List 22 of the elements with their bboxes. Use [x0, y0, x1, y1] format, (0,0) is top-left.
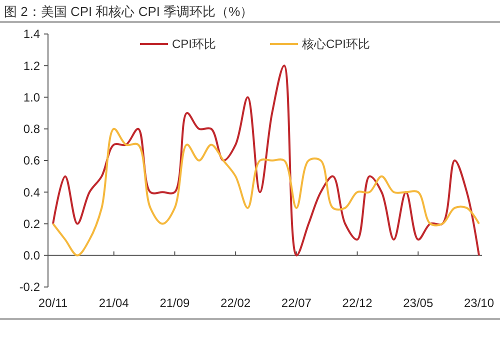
x-tick-label: 23/05	[403, 296, 434, 310]
x-tick-label: 22/12	[342, 296, 373, 310]
y-tick-label: 1.4	[23, 27, 40, 42]
y-tick-label: 0.2	[23, 216, 40, 231]
legend-label: CPI环比	[172, 37, 216, 52]
y-tick-label: 1.2	[23, 58, 40, 73]
y-tick-label: -0.2	[19, 280, 40, 294]
y-tick-label: 0.0	[23, 248, 40, 263]
x-tick-label: 22/02	[220, 296, 251, 310]
x-tick-label: 22/07	[281, 296, 312, 310]
line-series	[52, 128, 480, 256]
legend-label: 核心CPI环比	[301, 37, 370, 52]
x-tick-label: 21/04	[98, 296, 130, 310]
y-tick-label: 0.6	[23, 154, 40, 168]
y-tick-label: 1.0	[23, 90, 40, 104]
y-tick-label: 0.8	[23, 122, 40, 136]
x-tick-label: 23/10	[464, 296, 494, 310]
x-tick-label: 21/09	[160, 296, 190, 310]
chart-title: 图 2：美国 CPI 和核心 CPI 季调环比（%）	[4, 4, 254, 19]
x-tick-label: 20/11	[38, 296, 68, 310]
y-tick-label: 0.4	[23, 185, 40, 200]
line-series	[52, 64, 480, 256]
